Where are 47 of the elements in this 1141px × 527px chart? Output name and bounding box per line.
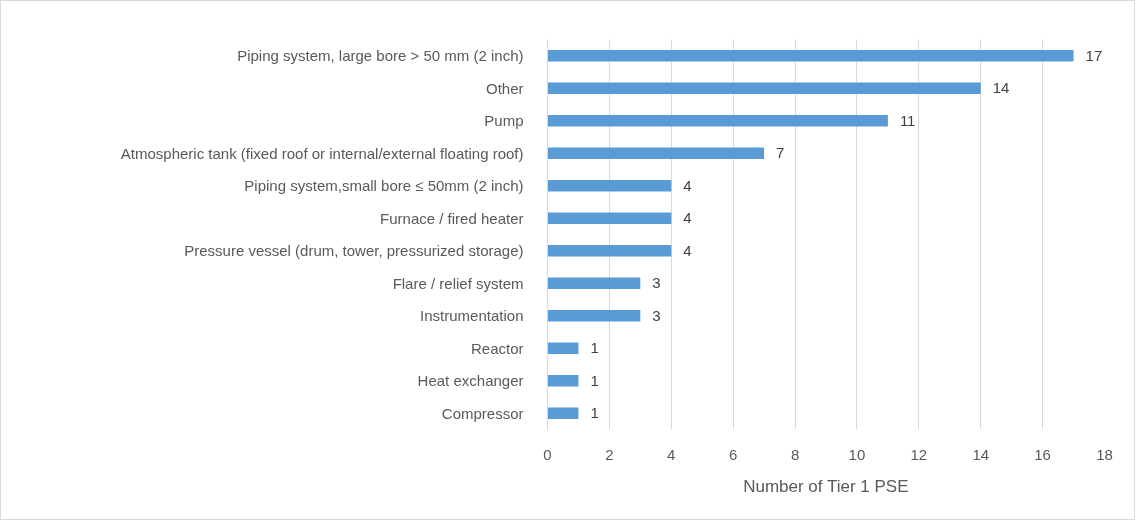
- bar: [547, 180, 672, 192]
- y-tick-label: Atmospheric tank (fixed roof or internal/external floating roof): [120, 144, 524, 162]
- x-tick-label: 18: [1096, 445, 1113, 463]
- y-tick-label: Reactor: [470, 339, 524, 357]
- bar: [547, 212, 672, 224]
- bar: [547, 115, 888, 127]
- bar: [547, 147, 765, 159]
- y-tick-label: Pressure vessel (drum, tower, pressurized storage): [184, 242, 524, 260]
- x-tick-label: 12: [910, 445, 928, 463]
- y-tick-label: Pump: [484, 112, 524, 130]
- x-axis-title: Number of Tier 1 PSE: [743, 476, 909, 496]
- x-tick-label: 16: [1034, 445, 1051, 463]
- y-tick-label: Instrumentation: [420, 307, 524, 325]
- data-label: 1: [590, 404, 599, 422]
- y-tick-label: Piping system, large bore > 50 mm (2 inch): [237, 47, 524, 65]
- data-label: 1: [590, 371, 599, 389]
- x-tick-label: 10: [848, 445, 866, 463]
- data-label: 4: [683, 176, 692, 194]
- bar: [547, 245, 672, 257]
- x-tick-label: 6: [729, 445, 738, 463]
- y-tick-label: Piping system,small bore ≤ 50mm (2 inch): [244, 177, 524, 195]
- bar: [547, 407, 579, 419]
- x-tick-label: 14: [972, 445, 990, 463]
- bar: [547, 50, 1074, 62]
- y-tick-label: Furnace / fired heater: [380, 209, 524, 227]
- x-tick-label: 4: [667, 445, 676, 463]
- bar: [547, 277, 641, 289]
- data-label: 4: [683, 209, 692, 227]
- y-tick-label: Flare / relief system: [392, 274, 524, 292]
- x-tick-label: 2: [605, 445, 614, 463]
- data-label: 1: [590, 339, 599, 357]
- data-label: 11: [899, 111, 916, 129]
- data-label: 3: [652, 306, 661, 324]
- x-tick-label: 0: [543, 445, 552, 463]
- data-label: 3: [652, 274, 661, 292]
- data-label: 4: [683, 241, 692, 259]
- data-label: 7: [776, 144, 785, 162]
- bar: [547, 310, 641, 322]
- y-tick-label: Heat exchanger: [417, 372, 524, 390]
- data-label: 17: [1085, 46, 1103, 64]
- y-tick-label: Compressor: [441, 404, 524, 422]
- y-tick-label: Other: [485, 79, 524, 97]
- bar: [547, 82, 981, 94]
- bar: [547, 375, 579, 387]
- x-tick-label: 8: [790, 445, 800, 463]
- data-label: 14: [992, 79, 1010, 97]
- bar: [547, 342, 579, 354]
